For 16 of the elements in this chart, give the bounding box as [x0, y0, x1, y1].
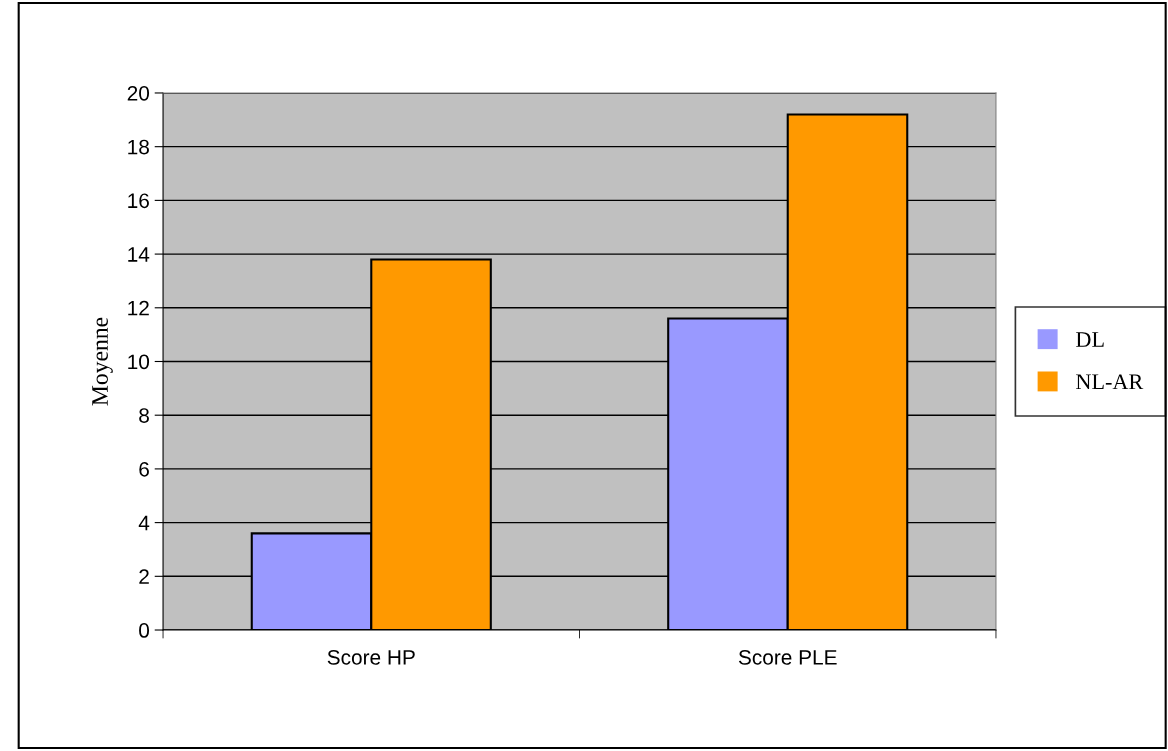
y-tick-label: 8: [139, 408, 149, 423]
y-tick-label: 18: [128, 139, 149, 155]
y-tick-label: 0: [139, 623, 150, 638]
y-tick-label: 4: [138, 515, 150, 531]
y-tick-label: 6: [139, 461, 149, 477]
legend-label: DL: [1076, 332, 1104, 347]
y-tick-label: 12: [128, 300, 149, 316]
y-tick-label: 10: [128, 354, 150, 370]
x-tick-label: Score PLE: [738, 650, 837, 665]
y-tick-label: 16: [128, 193, 149, 209]
y-tick-label: 14: [128, 247, 150, 262]
y-axis-title: Moyenne: [92, 317, 113, 406]
y-tick-label: 20: [127, 85, 150, 101]
x-tick-label: Score HP: [327, 650, 415, 665]
y-tick-label: 2: [139, 569, 149, 584]
legend-label: NL-AR: [1076, 374, 1144, 390]
